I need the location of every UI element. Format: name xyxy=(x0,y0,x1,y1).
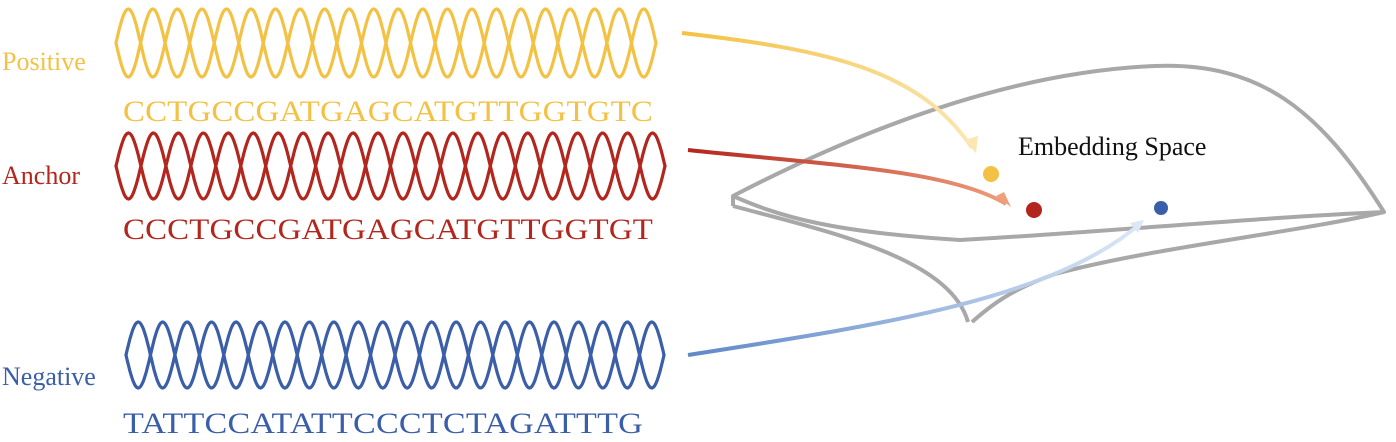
helix-strand-2 xyxy=(124,320,666,390)
anchor-sequence: CCCTGCCGATGAGCATGTTGGTGT xyxy=(123,213,653,246)
arrow-negative xyxy=(687,220,1144,357)
helix-strand-2 xyxy=(114,131,667,201)
anchor-embedding-point xyxy=(1026,202,1042,218)
anchor-label: Anchor xyxy=(2,161,80,190)
embedding-surface xyxy=(731,63,1386,324)
positive-embedding-point xyxy=(983,166,999,182)
dna-helix-icon-negative xyxy=(124,320,666,390)
dna-helix-icon-positive xyxy=(114,7,658,79)
arrow-positive xyxy=(681,31,978,153)
negative-embedding-point xyxy=(1154,201,1168,215)
positive-label: Positive xyxy=(2,47,86,76)
negative-sequence: TATTCCATATTCCCTCTAGATTTG xyxy=(123,407,643,440)
negative-label: Negative xyxy=(2,362,96,391)
positive-sequence: CCTGCCGATGAGCATGTTGGTGTC xyxy=(123,95,653,128)
helix-strand-2 xyxy=(114,7,658,79)
arrow-anchor xyxy=(687,148,1011,207)
dna-helix-icon-anchor xyxy=(114,131,667,201)
embedding-space-label: Embedding Space xyxy=(1018,132,1206,161)
